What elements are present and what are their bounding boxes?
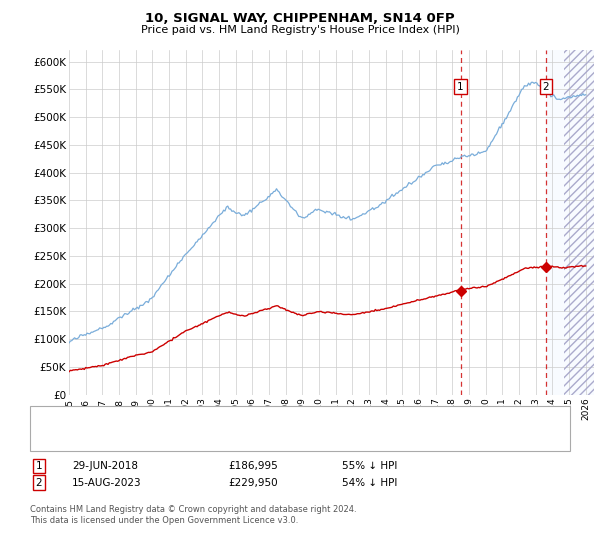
Text: 1: 1: [457, 82, 464, 92]
Text: 10, SIGNAL WAY, CHIPPENHAM, SN14 0FP: 10, SIGNAL WAY, CHIPPENHAM, SN14 0FP: [145, 12, 455, 25]
Text: HPI: Average price, detached house, Wiltshire: HPI: Average price, detached house, Wilt…: [81, 435, 305, 445]
Bar: [546, 50, 594, 395]
Text: 55% ↓ HPI: 55% ↓ HPI: [342, 461, 397, 471]
Text: 54% ↓ HPI: 54% ↓ HPI: [342, 478, 397, 488]
Text: 29-JUN-2018: 29-JUN-2018: [72, 461, 138, 471]
Text: Contains HM Land Registry data © Crown copyright and database right 2024.
This d: Contains HM Land Registry data © Crown c…: [30, 505, 356, 525]
Text: 2: 2: [543, 82, 550, 92]
Text: Price paid vs. HM Land Registry's House Price Index (HPI): Price paid vs. HM Land Registry's House …: [140, 25, 460, 35]
Text: 2: 2: [35, 478, 43, 488]
Bar: [564, 50, 594, 395]
Text: 10, SIGNAL WAY, CHIPPENHAM, SN14 0FP (detached house): 10, SIGNAL WAY, CHIPPENHAM, SN14 0FP (de…: [81, 411, 373, 421]
Text: 1: 1: [35, 461, 43, 471]
Bar: [564, 50, 594, 395]
Text: £186,995: £186,995: [228, 461, 278, 471]
Text: £229,950: £229,950: [228, 478, 278, 488]
Text: 15-AUG-2023: 15-AUG-2023: [72, 478, 142, 488]
